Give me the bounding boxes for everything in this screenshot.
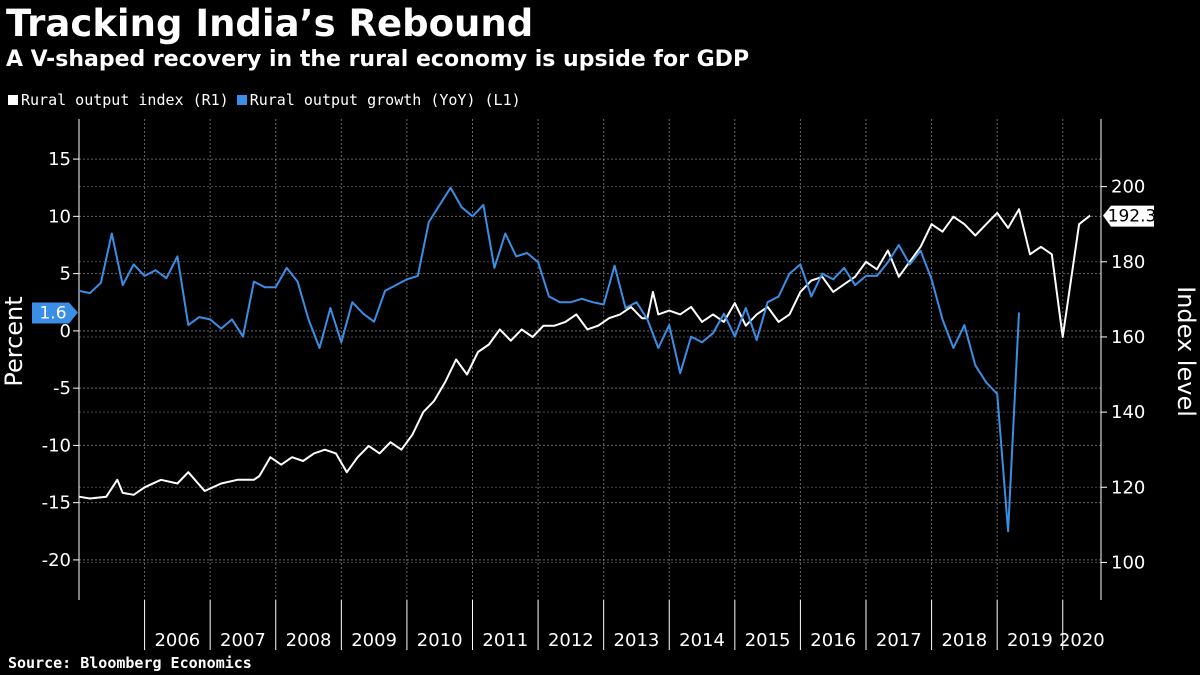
last-value-badge-growth: [32, 302, 78, 324]
y-left-tick-label: -20: [42, 550, 71, 571]
legend-swatch-blue-icon: [236, 95, 247, 105]
last-value-badge-index: [1103, 205, 1154, 227]
x-tick-label: 2017: [876, 630, 922, 651]
last-value-label-growth: 1.6: [39, 304, 66, 324]
x-tick-label: 2019: [1007, 630, 1053, 651]
y-left-axis-title: Percent: [0, 296, 28, 386]
y-right-tick-label: 140: [1111, 402, 1145, 423]
y-left-tick-label: 5: [60, 264, 71, 285]
x-tick-label: 2016: [810, 630, 856, 651]
x-tick-label: 2015: [745, 630, 791, 651]
legend-item-index: Rural output index (R1): [8, 91, 229, 109]
legend-swatch-white-icon: [8, 95, 18, 105]
x-tick-label: 2009: [351, 630, 397, 651]
x-tick-label: 2011: [482, 630, 528, 651]
x-tick-label: 2018: [941, 630, 987, 651]
x-tick-label: 2014: [679, 630, 725, 651]
series-line-growth: [78, 186, 1020, 533]
y-left-tick-label: 15: [48, 149, 71, 170]
chart-title: Tracking India’s Rebound: [6, 2, 534, 45]
legend-item-growth: Rural output growth (YoY) (L1): [236, 91, 521, 109]
y-left-tick-label: 0: [60, 321, 71, 342]
legend-label-index: Rural output index (R1): [21, 91, 229, 109]
x-tick-label: 2013: [614, 630, 660, 651]
last-value-label-index: 192.3: [1108, 207, 1157, 227]
y-left-tick-label: -5: [53, 378, 71, 399]
legend-label-growth: Rural output growth (YoY) (L1): [249, 91, 521, 109]
y-right-tick-label: 200: [1111, 177, 1145, 198]
y-left-tick-label: -15: [42, 493, 71, 514]
x-tick-label: 2006: [154, 630, 200, 651]
x-tick-label: 2007: [220, 630, 266, 651]
x-tick-label: 2008: [286, 630, 332, 651]
source-note: Source: Bloomberg Economics: [8, 654, 252, 672]
y-right-tick-label: 100: [1111, 552, 1145, 573]
x-tick-label: 2010: [417, 630, 463, 651]
legend: Rural output index (R1) Rural output gro…: [8, 90, 529, 110]
y-right-axis-title: Index level: [1172, 286, 1200, 417]
series-line-index: [78, 208, 1091, 500]
y-right-tick-label: 120: [1111, 477, 1145, 498]
chart-subtitle: A V-shaped recovery in the rural economy…: [6, 47, 750, 72]
x-tick-label: 2020: [1059, 630, 1105, 651]
y-left-tick-label: -10: [42, 435, 71, 456]
y-right-tick-label: 160: [1111, 327, 1145, 348]
y-right-tick-label: 180: [1111, 252, 1145, 273]
y-left-tick-label: 10: [48, 206, 71, 227]
x-tick-label: 2012: [548, 630, 594, 651]
